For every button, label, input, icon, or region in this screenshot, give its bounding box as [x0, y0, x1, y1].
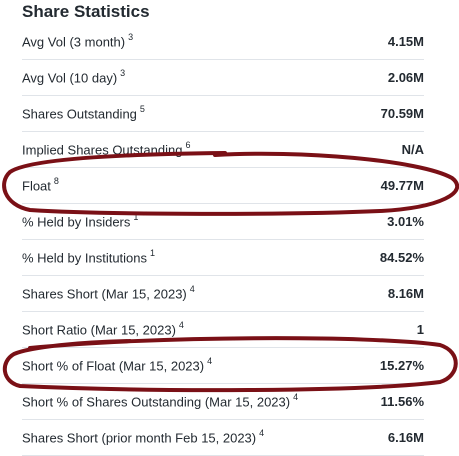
stat-value: 2.06M [387, 70, 424, 85]
stat-value: 84.52% [379, 250, 424, 265]
stat-row-avg-vol-3-month: Avg Vol (3 month) 3 4.15M [22, 24, 424, 60]
stat-row-held-by-institutions: % Held by Institutions 1 84.52% [22, 240, 424, 276]
stat-row-shares-short: Shares Short (Mar 15, 2023) 4 8.16M [22, 276, 424, 312]
footnote-marker[interactable]: 4 [178, 320, 184, 331]
stat-row-avg-vol-10-day: Avg Vol (10 day) 3 2.06M [22, 60, 424, 96]
footnote-marker[interactable]: 4 [189, 284, 195, 295]
stat-label: Avg Vol (10 day) 3 [22, 68, 126, 86]
footnote-marker[interactable]: 8 [53, 176, 59, 187]
stat-row-float: Float 8 49.77M [22, 168, 424, 204]
stat-value: 49.77M [380, 178, 424, 193]
stat-label: Shares Outstanding 5 [22, 104, 145, 122]
stat-label: % Held by Insiders 1 [22, 212, 139, 230]
stat-row-held-by-insiders: % Held by Insiders 1 3.01% [22, 204, 424, 240]
stat-label: Short % of Float (Mar 15, 2023) 4 [22, 356, 213, 374]
stat-value: N/A [401, 142, 424, 157]
footnote-marker[interactable]: 3 [120, 68, 126, 79]
footnote-marker[interactable]: 1 [150, 248, 156, 259]
stat-label: Implied Shares Outstanding 6 [22, 140, 191, 158]
stat-label: % Held by Institutions 1 [22, 248, 156, 266]
stat-row-short-pct-of-float: Short % of Float (Mar 15, 2023) 4 15.27% [22, 348, 424, 384]
stat-label: Float 8 [22, 176, 59, 194]
stat-value: 11.56% [380, 394, 424, 409]
stat-value: 3.01% [387, 214, 424, 229]
stat-row-short-pct-of-shares-outstanding: Short % of Shares Outstanding (Mar 15, 2… [22, 384, 424, 420]
stat-row-shares-short-prior-month: Shares Short (prior month Feb 15, 2023) 4… [22, 420, 424, 456]
stat-value: 15.27% [379, 358, 424, 373]
footnote-marker[interactable]: 1 [133, 212, 139, 223]
stat-value: 70.59M [380, 106, 424, 121]
stat-value: 8.16M [387, 286, 424, 301]
stat-row-shares-outstanding: Shares Outstanding 5 70.59M [22, 96, 424, 132]
footnote-marker[interactable]: 5 [139, 104, 145, 115]
stat-value: 4.15M [387, 34, 424, 49]
stat-value: 6.16M [387, 430, 424, 445]
stat-label: Short Ratio (Mar 15, 2023) 4 [22, 320, 184, 338]
stat-row-implied-shares-outstanding: Implied Shares Outstanding 6 N/A [22, 132, 424, 168]
stat-value: 1 [416, 322, 424, 337]
stat-label: Shares Short (Mar 15, 2023) 4 [22, 284, 195, 302]
footnote-marker[interactable]: 3 [128, 32, 134, 43]
stat-label: Shares Short (prior month Feb 15, 2023) 4 [22, 428, 265, 446]
footnote-marker[interactable]: 4 [259, 428, 265, 439]
footnote-marker[interactable]: 4 [293, 392, 299, 403]
section-title: Share Statistics [22, 2, 150, 21]
stat-label: Short % of Shares Outstanding (Mar 15, 2… [22, 392, 299, 410]
stat-label: Avg Vol (3 month) 3 [22, 32, 134, 50]
footnote-marker[interactable]: 4 [207, 356, 213, 367]
stat-row-short-ratio: Short Ratio (Mar 15, 2023) 4 1 [22, 312, 424, 348]
footnote-marker[interactable]: 6 [185, 140, 191, 151]
